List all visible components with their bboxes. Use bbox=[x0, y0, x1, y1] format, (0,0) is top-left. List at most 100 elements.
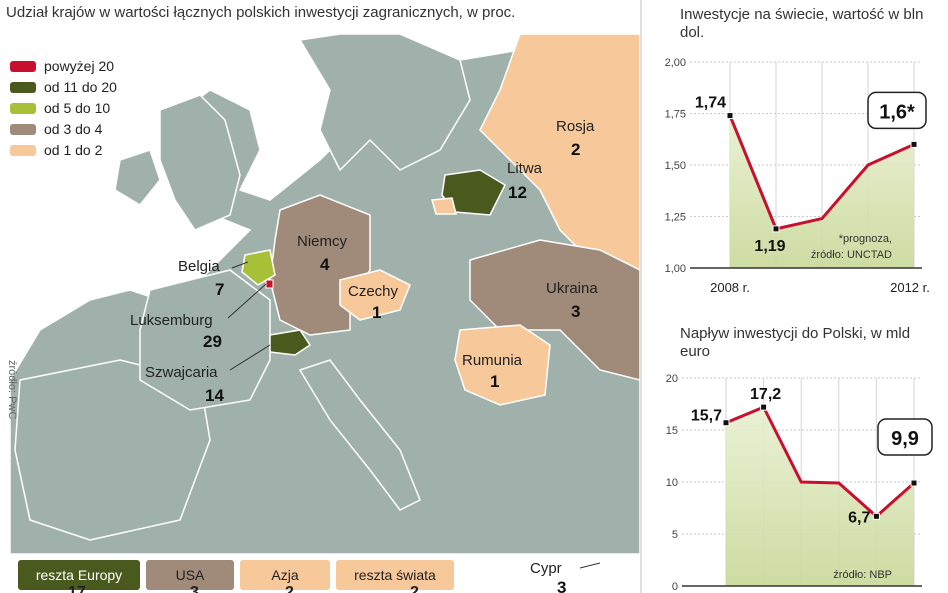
value-niemcy: 4 bbox=[320, 255, 330, 274]
value-luksemburg: 29 bbox=[203, 332, 222, 351]
y-tick-label: 5 bbox=[672, 529, 678, 541]
legend-label: od 1 do 2 bbox=[44, 142, 103, 158]
data-label: 6,7 bbox=[848, 509, 870, 526]
data-point bbox=[760, 403, 768, 411]
data-point bbox=[772, 225, 780, 233]
map-russia bbox=[479, 34, 640, 271]
map-kaliningrad bbox=[431, 197, 457, 215]
legend-item: od 11 do 20 bbox=[10, 77, 117, 97]
legend-swatch bbox=[10, 60, 36, 72]
label-cypr: Cypr bbox=[530, 560, 562, 577]
y-tick-label: 1,00 bbox=[665, 263, 686, 275]
value-azja: 2 bbox=[285, 584, 294, 593]
y-tick-label: 0 bbox=[672, 581, 678, 593]
chart-world-investments: 1,00 1,25 1,50 1,75 2,00 1,74 1,19 1,6* 2008 r. 2… bbox=[665, 57, 930, 295]
data-point bbox=[872, 512, 880, 520]
legend-swatch bbox=[10, 144, 36, 156]
x-tick-label: 2012 r. bbox=[890, 280, 930, 295]
legend-label: od 3 do 4 bbox=[44, 121, 103, 137]
label-litwa: Litwa bbox=[507, 160, 543, 177]
chart-note: *prognoza, bbox=[839, 233, 892, 245]
y-tick-label: 1,25 bbox=[665, 212, 686, 224]
y-tick-label: 20 bbox=[666, 373, 678, 385]
callout-box bbox=[867, 91, 927, 130]
map-italy bbox=[298, 359, 421, 511]
label-czechy: Czechy bbox=[348, 283, 399, 300]
value-usa: 3 bbox=[190, 584, 199, 593]
area-fill bbox=[726, 407, 914, 586]
box-reszta-europy: reszta Europy bbox=[18, 560, 140, 590]
value-litwa: 12 bbox=[508, 183, 527, 202]
legend-item: od 3 do 4 bbox=[10, 119, 117, 139]
label-rumunia: Rumunia bbox=[462, 352, 523, 369]
map-lithuania bbox=[441, 169, 506, 216]
legend-label: od 5 do 10 bbox=[44, 100, 111, 116]
value-cypr: 3 bbox=[557, 578, 567, 593]
map-panel: Udział krajów w wartości łącznych polski… bbox=[0, 4, 640, 593]
label-ukraina: Ukraina bbox=[546, 280, 598, 297]
data-label: 15,7 bbox=[691, 408, 722, 425]
leader-lines bbox=[227, 261, 601, 569]
x-tick-label: 2008 r. bbox=[710, 280, 750, 295]
data-point bbox=[726, 112, 734, 120]
y-tick-label: 1,75 bbox=[665, 109, 686, 121]
map-uk bbox=[159, 94, 241, 231]
box-reszta-swiata: reszta świata bbox=[336, 560, 454, 590]
data-label: 1,6* bbox=[879, 101, 915, 123]
value-szwajcaria: 14 bbox=[205, 386, 224, 405]
chart2-title: Napływ inwestycji do Polski, w mld euro bbox=[680, 325, 911, 360]
map-ukraine bbox=[469, 239, 640, 381]
data-label: 9,9 bbox=[891, 428, 919, 450]
value-belgia: 7 bbox=[215, 280, 225, 299]
data-point bbox=[910, 140, 918, 148]
value-ukraina: 3 bbox=[571, 302, 581, 321]
data-label: 17,2 bbox=[750, 386, 781, 403]
legend-item: od 1 do 2 bbox=[10, 140, 117, 160]
map-ireland bbox=[114, 149, 161, 206]
label-luksemburg: Luksemburg bbox=[130, 312, 213, 329]
map-france bbox=[139, 269, 271, 411]
bottom-boxes: reszta Europy USA Azja reszta świata bbox=[18, 560, 454, 590]
label-belgia: Belgia bbox=[178, 258, 220, 275]
data-point bbox=[722, 419, 730, 427]
value-reszta-europy: 17 bbox=[68, 584, 86, 593]
legend-swatch bbox=[10, 102, 36, 114]
legend-swatch bbox=[10, 123, 36, 135]
legend-label: od 11 do 20 bbox=[44, 79, 117, 95]
y-tick-label: 15 bbox=[666, 425, 678, 437]
legend-label: powyżej 20 bbox=[44, 58, 115, 74]
label-szwajcaria: Szwajcaria bbox=[145, 364, 218, 381]
map-switzerland bbox=[269, 329, 312, 356]
value-rosja: 2 bbox=[571, 140, 581, 159]
chart-poland-inflow: 0 5 10 15 20 15,7 17,2 6,7 9,9 źródło: NBP bbox=[666, 373, 933, 593]
label-niemcy: Niemcy bbox=[297, 233, 348, 250]
europe-map bbox=[0, 34, 640, 554]
data-label: 1,19 bbox=[754, 238, 785, 255]
series-line bbox=[728, 114, 915, 231]
chart-note: źródło: UNCTAD bbox=[811, 249, 892, 261]
box-usa: USA bbox=[146, 560, 234, 590]
y-tick-label: 10 bbox=[666, 477, 678, 489]
data-point bbox=[910, 479, 918, 487]
label-rosja: Rosja bbox=[556, 118, 595, 135]
map-scandinavia bbox=[298, 34, 471, 172]
y-tick-label: 1,50 bbox=[665, 160, 686, 172]
value-czechy: 1 bbox=[372, 303, 382, 322]
chart-note: źródło: NBP bbox=[833, 569, 892, 581]
value-rumunia: 1 bbox=[490, 372, 500, 391]
box-azja: Azja bbox=[240, 560, 330, 590]
map-luxembourg bbox=[265, 279, 274, 289]
legend-swatch bbox=[10, 81, 36, 93]
legend-item: powyżej 20 bbox=[10, 56, 117, 76]
callout-box bbox=[877, 418, 933, 456]
legend-item: od 5 do 10 bbox=[10, 98, 117, 118]
y-tick-label: 2,00 bbox=[665, 57, 686, 69]
map-romania bbox=[454, 324, 551, 406]
legend: powyżej 20 od 11 do 20 od 5 do 10 od 3 d… bbox=[10, 56, 117, 161]
map-title: Udział krajów w wartości łącznych polski… bbox=[6, 4, 516, 21]
value-reszta-swiata: 2 bbox=[410, 584, 419, 593]
panel-divider bbox=[640, 0, 642, 593]
series-line bbox=[725, 405, 915, 519]
data-label: 1,74 bbox=[695, 95, 726, 112]
chart1-title: Inwestycje na świecie, wartość w bln dol… bbox=[680, 6, 924, 41]
